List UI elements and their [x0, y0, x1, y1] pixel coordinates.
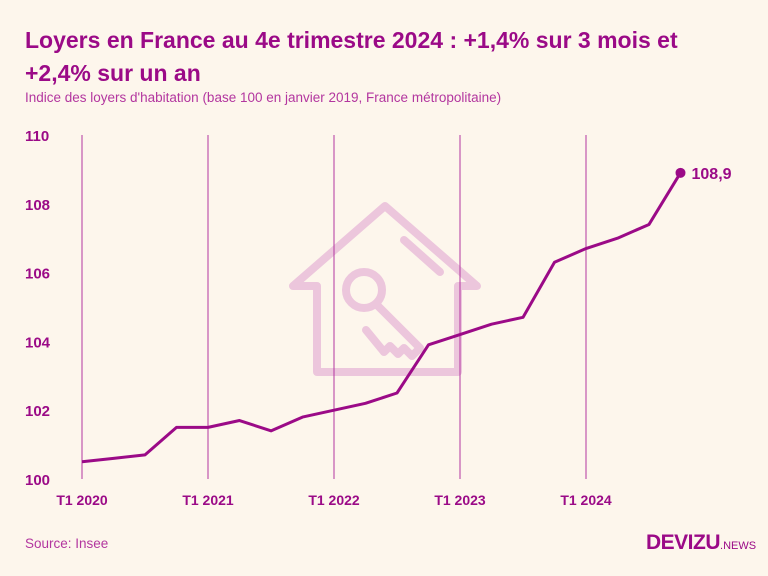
y-tick-label: 102 — [25, 403, 50, 420]
y-tick-label: 100 — [25, 472, 50, 489]
series-line — [81, 172, 682, 464]
end-value-label: 108,9 — [692, 166, 732, 183]
logo-suffix: .NEWS — [720, 540, 757, 552]
x-tick-label: T1 2022 — [308, 492, 360, 508]
x-tick-label: T1 2024 — [560, 492, 612, 508]
devizu-logo: DEVIZU.NEWS — [646, 531, 756, 555]
chart-title: Loyers en France au 4e trimestre 2024 : … — [25, 27, 678, 86]
logo-main: DEVIZU — [646, 531, 721, 554]
x-tick-label: T1 2020 — [56, 492, 108, 508]
y-tick-label: 110 — [25, 128, 49, 145]
data-point — [675, 167, 686, 178]
source-note: Source: Insee — [25, 536, 109, 551]
house-key-icon — [289, 202, 481, 376]
y-tick-label: 108 — [25, 197, 50, 214]
y-tick-label: 104 — [25, 334, 51, 351]
chart-subtitle: Indice des loyers d'habitation (base 100… — [25, 90, 502, 105]
y-tick-label: 106 — [25, 266, 50, 283]
x-tick-label: T1 2021 — [182, 492, 234, 508]
x-tick-label: T1 2023 — [434, 492, 486, 508]
